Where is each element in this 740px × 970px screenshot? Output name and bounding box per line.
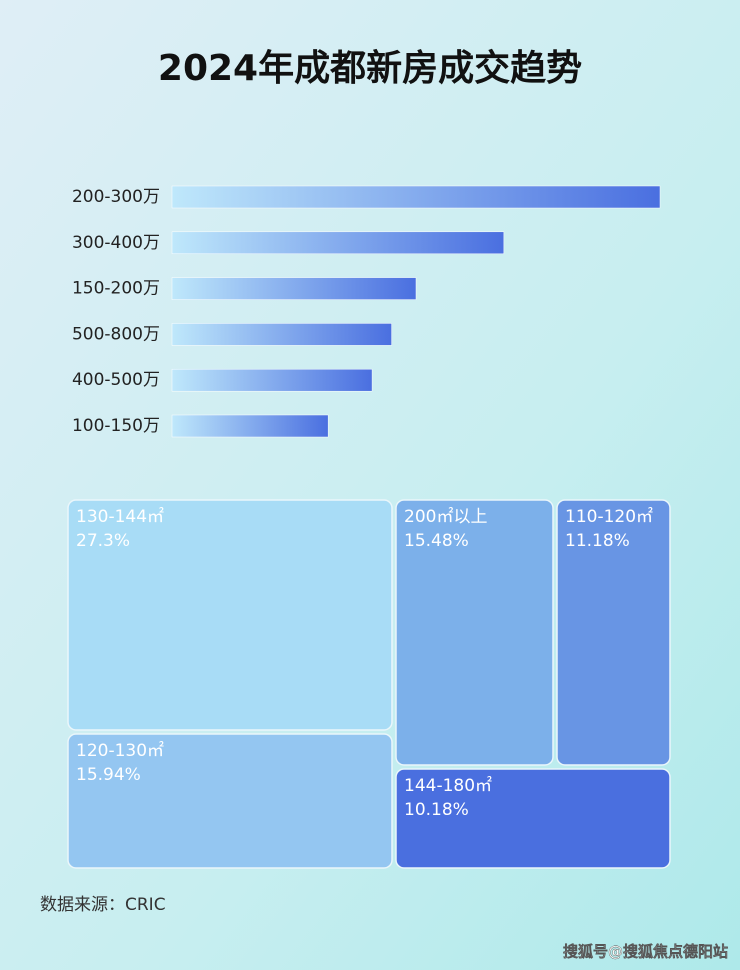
cell-name: 200㎡以上 (404, 507, 487, 527)
bar (171, 368, 373, 392)
treemap-cell (395, 499, 554, 766)
cell-name: 110-120㎡ (565, 507, 653, 527)
bar (171, 277, 417, 300)
bar (171, 231, 505, 255)
treemap-cell (67, 733, 393, 869)
cell-name: 120-130㎡ (76, 741, 164, 761)
cell-value: 10.18% (404, 800, 469, 820)
bar-label: 100-150万 (72, 416, 160, 436)
bar-label: 500-800万 (72, 324, 160, 344)
bar (171, 185, 661, 209)
bar-label: 150-200万 (72, 279, 160, 299)
chart-title: 2024年成都新房成交趋势 (158, 47, 582, 89)
treemap-cell (67, 499, 393, 731)
bar (171, 414, 329, 438)
watermark: 搜狐号@搜狐焦点德阳站 (563, 943, 728, 961)
bar (171, 323, 392, 346)
bar-label: 300-400万 (72, 233, 160, 253)
cell-name: 144-180㎡ (404, 776, 492, 796)
cell-value: 27.3% (76, 531, 130, 551)
treemap-cell (556, 499, 671, 766)
cell-value: 15.48% (404, 531, 469, 551)
treemap-cell (395, 768, 671, 869)
bar-label: 200-300万 (72, 187, 160, 207)
cell-value: 15.94% (76, 765, 141, 785)
cell-value: 11.18% (565, 531, 630, 551)
source: 数据来源：CRIC (40, 895, 166, 915)
cell-name: 130-144㎡ (76, 507, 164, 527)
bar-label: 400-500万 (72, 370, 160, 390)
